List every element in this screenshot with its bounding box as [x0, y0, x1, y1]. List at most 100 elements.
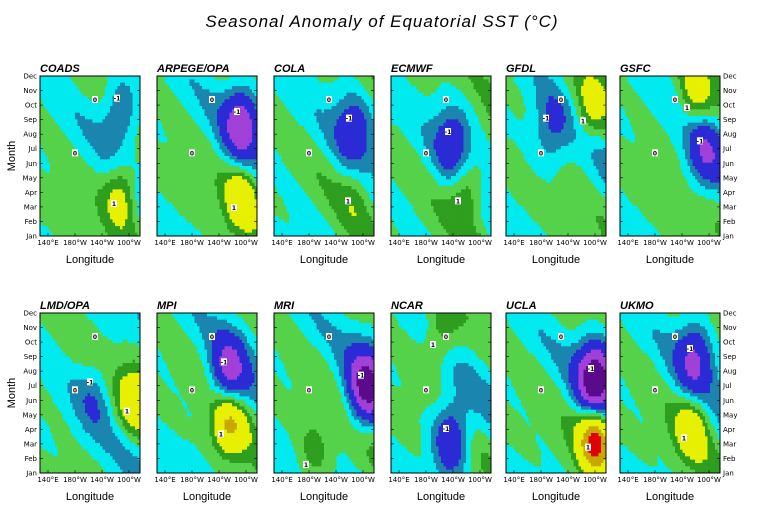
heatmap-cell: [184, 186, 188, 190]
heatmap-cell: [291, 162, 295, 167]
heatmap-cell: [85, 166, 88, 170]
heatmap-cell: [132, 189, 136, 193]
heatmap-cell: [97, 202, 101, 207]
heatmap-cell: [309, 199, 312, 203]
heatmap-cell: [172, 86, 175, 90]
heatmap-cell: [102, 109, 106, 113]
heatmap-cell: [135, 102, 138, 107]
heatmap-cell: [306, 109, 310, 113]
heatmap-cell: [274, 136, 277, 140]
heatmap-cell: [202, 226, 205, 230]
heatmap-cell: [234, 96, 238, 100]
heatmap-cell: [321, 176, 325, 180]
heatmap-cell: [50, 159, 53, 163]
heatmap-cell: [90, 189, 93, 193]
heatmap-cell: [296, 139, 300, 143]
heatmap-cell: [197, 196, 200, 200]
heatmap-cell: [172, 112, 175, 117]
heatmap-cell: [179, 216, 183, 220]
heatmap-cell: [286, 172, 290, 177]
heatmap-cell: [314, 212, 317, 217]
heatmap-cell: [187, 182, 190, 187]
heatmap-cell: [117, 192, 121, 197]
heatmap-cell: [224, 139, 228, 143]
heatmap-cell: [97, 149, 101, 153]
heatmap-cell: [279, 182, 282, 187]
heatmap-cell: [127, 106, 131, 110]
heatmap-cell: [197, 222, 200, 227]
heatmap-cell: [162, 142, 165, 147]
heatmap-cell: [219, 189, 223, 193]
heatmap-cell: [164, 149, 168, 153]
heatmap-cell: [204, 112, 208, 117]
heatmap-cell: [204, 216, 208, 220]
heatmap-cell: [159, 102, 163, 107]
heatmap-cell: [244, 82, 248, 87]
heatmap-cell: [202, 126, 205, 130]
heatmap-cell: [239, 166, 243, 170]
heatmap-cell: [42, 202, 46, 207]
heatmap-cell: [242, 149, 245, 153]
heatmap-cell: [212, 202, 215, 207]
heatmap-cell: [90, 116, 93, 120]
heatmap-cell: [252, 212, 255, 217]
heatmap-cell: [207, 176, 210, 180]
heatmap-cell: [82, 182, 86, 187]
heatmap-cell: [50, 156, 53, 160]
heatmap-cell: [242, 119, 245, 123]
heatmap-cell: [189, 202, 193, 207]
heatmap-cell: [192, 169, 195, 173]
heatmap-cell: [314, 196, 317, 200]
heatmap-cell: [306, 132, 310, 137]
heatmap-cell: [172, 206, 175, 210]
heatmap-cell: [279, 212, 282, 217]
heatmap-cell: [77, 142, 81, 147]
heatmap-cell: [130, 96, 133, 100]
heatmap-cell: [172, 142, 175, 147]
heatmap-cell: [189, 216, 193, 220]
heatmap-cell: [234, 166, 238, 170]
heatmap-cell: [60, 119, 63, 123]
heatmap-cell: [184, 176, 188, 180]
heatmap-cell: [247, 152, 250, 157]
heatmap-cell: [132, 199, 136, 203]
heatmap-cell: [97, 119, 101, 123]
heatmap-cell: [319, 109, 322, 113]
heatmap-cell: [319, 182, 322, 187]
contour-label: -1: [234, 109, 241, 116]
heatmap-cell: [137, 182, 141, 187]
heatmap-cell: [179, 176, 183, 180]
heatmap-cell: [102, 226, 106, 230]
heatmap-cell: [92, 116, 96, 120]
heatmap-cell: [276, 199, 280, 203]
heatmap-cell: [239, 122, 243, 127]
heatmap-cell: [319, 102, 322, 107]
heatmap-cell: [247, 109, 250, 113]
heatmap-cell: [87, 232, 91, 237]
heatmap-cell: [40, 109, 43, 113]
heatmap-cell: [296, 159, 300, 163]
heatmap-cell: [90, 112, 93, 117]
heatmap-cell: [70, 146, 73, 150]
heatmap-cell: [184, 179, 188, 183]
heatmap-cell: [247, 199, 250, 203]
heatmap-cell: [237, 82, 240, 87]
heatmap-cell: [294, 226, 297, 230]
heatmap-cell: [219, 172, 223, 177]
heatmap-cell: [75, 199, 78, 203]
heatmap-cell: [62, 149, 66, 153]
heatmap-cell: [224, 159, 228, 163]
heatmap-cell: [247, 112, 250, 117]
heatmap-cell: [252, 126, 255, 130]
heatmap-cell: [301, 119, 305, 123]
heatmap-cell: [72, 146, 76, 150]
heatmap-cell: [127, 82, 131, 87]
heatmap-cell: [107, 82, 111, 87]
heatmap-cell: [309, 96, 312, 100]
heatmap-cell: [55, 162, 58, 167]
heatmap-cell: [244, 146, 248, 150]
heatmap-cell: [82, 222, 86, 227]
heatmap-cell: [212, 182, 215, 187]
heatmap-cell: [174, 219, 178, 223]
heatmap-cell: [162, 192, 165, 197]
